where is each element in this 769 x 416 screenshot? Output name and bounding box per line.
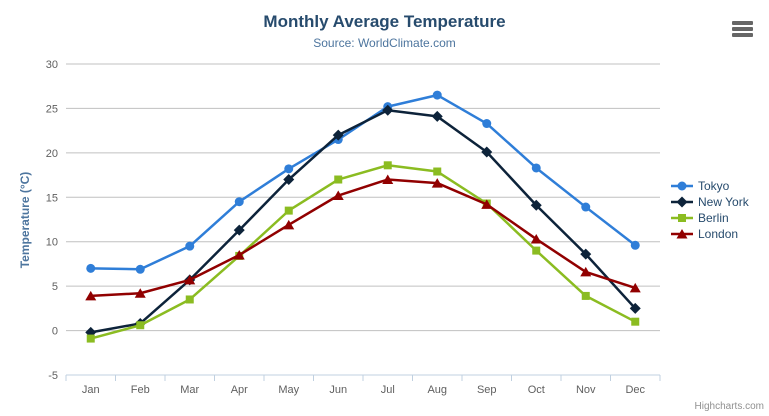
- x-axis-tick-label: Apr: [231, 384, 248, 396]
- data-point-diamond[interactable]: [332, 129, 344, 141]
- x-axis: [65, 374, 661, 381]
- data-point-triangle[interactable]: [283, 219, 295, 230]
- data-point-square[interactable]: [185, 295, 194, 304]
- legend-item-berlin[interactable]: Berlin: [671, 210, 749, 226]
- x-axis-tick-label: Jul: [381, 384, 395, 396]
- data-point-diamond[interactable]: [580, 248, 592, 260]
- x-axis-tick-label: May: [278, 384, 299, 396]
- legend-item-new-york[interactable]: New York: [671, 194, 749, 210]
- data-point-triangle[interactable]: [530, 234, 542, 244]
- y-axis-tick-label: -5: [48, 370, 58, 382]
- data-point-diamond[interactable]: [431, 110, 443, 122]
- x-axis-tick-label: Nov: [576, 384, 596, 396]
- data-point-triangle[interactable]: [481, 199, 493, 209]
- series-new-york[interactable]: [85, 104, 641, 338]
- data-point-square[interactable]: [433, 167, 442, 176]
- data-point-diamond[interactable]: [530, 199, 542, 211]
- data-point-circle[interactable]: [185, 241, 195, 251]
- x-axis-tick-label: Aug: [427, 384, 447, 396]
- hamburger-icon: [732, 27, 753, 31]
- y-axis-tick-label: 15: [46, 192, 58, 204]
- y-axis-tick-label: 25: [46, 103, 58, 115]
- data-point-diamond[interactable]: [481, 146, 493, 158]
- data-point-triangle[interactable]: [332, 190, 344, 201]
- x-axis-tick-label: Jun: [329, 384, 347, 396]
- data-point-triangle[interactable]: [184, 274, 196, 285]
- data-point-triangle[interactable]: [629, 282, 641, 293]
- data-point-square[interactable]: [334, 175, 343, 184]
- data-point-circle[interactable]: [234, 197, 244, 207]
- y-axis-tick-label: 0: [52, 326, 58, 338]
- series-line: [89, 178, 637, 298]
- series-tokyo[interactable]: [86, 90, 640, 274]
- data-point-diamond[interactable]: [283, 174, 295, 186]
- x-axis-tick-label: Mar: [180, 384, 199, 396]
- data-point-diamond[interactable]: [629, 302, 641, 314]
- data-point-square[interactable]: [136, 321, 145, 330]
- data-point-circle[interactable]: [432, 90, 442, 100]
- data-point-triangle[interactable]: [233, 250, 245, 260]
- gridlines: [66, 63, 660, 376]
- y-axis-tick-label: 20: [46, 148, 58, 160]
- data-point-triangle[interactable]: [134, 288, 146, 298]
- data-point-triangle[interactable]: [85, 290, 97, 301]
- series-london[interactable]: [85, 174, 641, 301]
- legend-label: Tokyo: [698, 179, 730, 193]
- berlin-series-icon: [671, 214, 693, 222]
- data-point-circle[interactable]: [86, 263, 96, 273]
- data-point-circle[interactable]: [284, 164, 294, 174]
- data-point-circle[interactable]: [531, 163, 541, 173]
- series-berlin[interactable]: [86, 161, 640, 343]
- data-point-square[interactable]: [86, 334, 95, 343]
- x-axis-tick-label: Feb: [131, 384, 150, 396]
- tokyo-series-icon: [671, 181, 693, 191]
- new-york-series-icon: [671, 196, 693, 208]
- data-point-square[interactable]: [284, 206, 293, 215]
- series-line: [89, 164, 637, 340]
- legend-label: New York: [698, 195, 749, 209]
- series-line: [89, 93, 637, 271]
- hamburger-icon: [732, 21, 753, 25]
- data-point-diamond: [676, 196, 688, 208]
- export-menu-button[interactable]: [732, 21, 753, 37]
- x-axis-tick-label: Oct: [528, 384, 545, 396]
- legend-item-tokyo[interactable]: Tokyo: [671, 178, 749, 194]
- data-point-square[interactable]: [383, 161, 392, 170]
- data-point-diamond[interactable]: [382, 104, 394, 116]
- legend-label: Berlin: [698, 211, 729, 225]
- data-point-square[interactable]: [631, 317, 640, 326]
- y-axis-tick-label: 30: [46, 59, 58, 71]
- x-axis-tick-label: Jan: [82, 384, 100, 396]
- y-axis-tick-label: 5: [52, 281, 58, 293]
- legend-label: London: [698, 227, 739, 241]
- x-axis-tick-label: Sep: [477, 384, 497, 396]
- x-axis-tick-label: Dec: [625, 384, 645, 396]
- data-point-circle[interactable]: [581, 202, 591, 212]
- highcharts-credit[interactable]: Highcharts.com: [694, 401, 764, 412]
- legend-item-london[interactable]: London: [671, 226, 749, 242]
- data-point-triangle: [676, 229, 688, 239]
- data-point-triangle[interactable]: [431, 178, 443, 188]
- data-point-circle[interactable]: [630, 240, 640, 250]
- data-point-diamond[interactable]: [233, 224, 245, 236]
- data-point-triangle[interactable]: [580, 266, 592, 277]
- london-series-icon: [671, 229, 693, 239]
- data-point-square: [678, 214, 686, 222]
- data-point-circle[interactable]: [135, 264, 145, 274]
- hamburger-icon: [732, 33, 753, 37]
- data-point-circle: [677, 181, 687, 191]
- series-line: [89, 108, 637, 334]
- data-point-triangle[interactable]: [382, 174, 394, 185]
- chart-subtitle: Source: WorldClimate.com: [313, 36, 456, 50]
- y-axis-tick-label: 10: [46, 237, 58, 249]
- data-point-square[interactable]: [532, 246, 541, 255]
- chart-title: Monthly Average Temperature: [263, 12, 506, 31]
- legend: Tokyo New York Berlin London: [671, 178, 749, 242]
- data-point-square[interactable]: [581, 291, 590, 300]
- data-point-circle[interactable]: [482, 119, 492, 129]
